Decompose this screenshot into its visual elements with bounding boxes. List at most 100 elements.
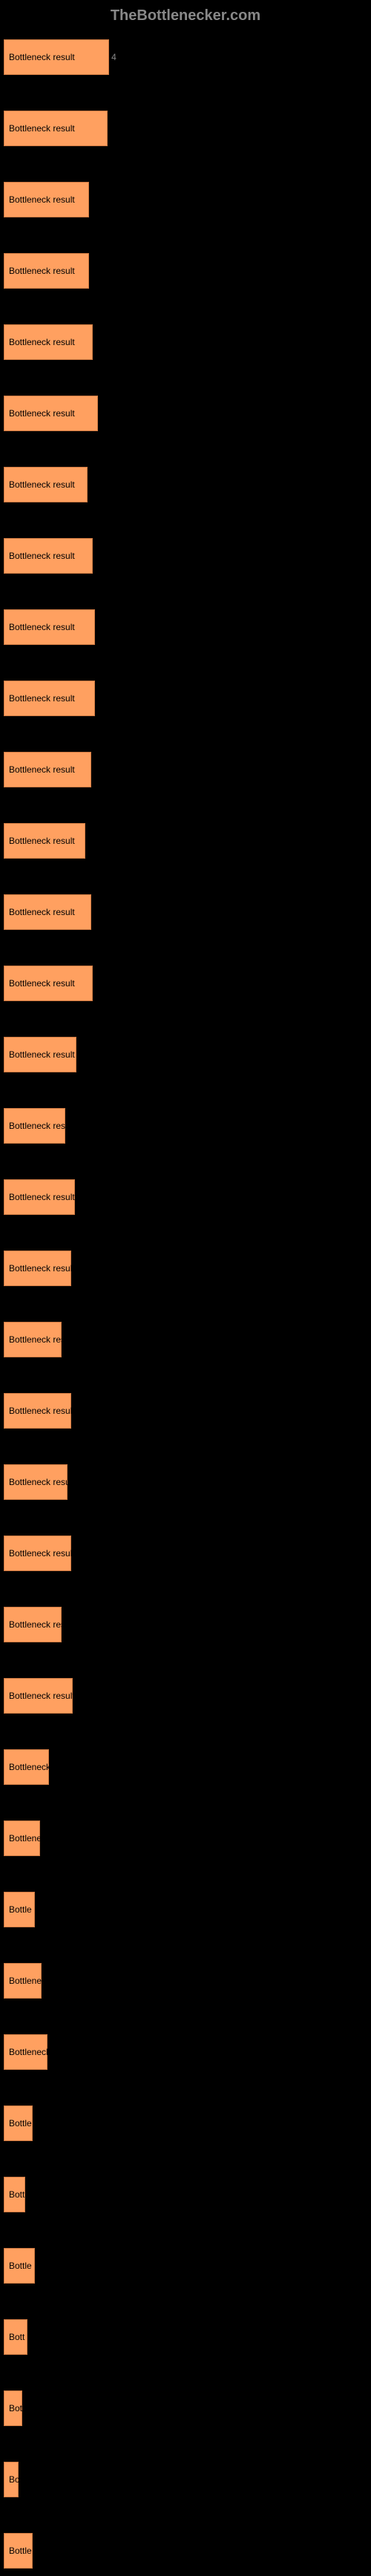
bar-row: Bottleneck result bbox=[4, 324, 367, 360]
bar: Bottle bbox=[4, 1892, 35, 1927]
bar-label: Bottleneck result bbox=[9, 52, 75, 62]
bar-row: Bottle bbox=[4, 2533, 367, 2569]
bar-label: Bott bbox=[9, 2189, 24, 2200]
bar: Bottleneck result bbox=[4, 894, 91, 930]
bar-row: Bottleneck result bbox=[4, 253, 367, 289]
bar-label: Bo bbox=[9, 2474, 20, 2485]
bar-row: Bott bbox=[4, 2177, 367, 2212]
bar-label: Bottleneck result bbox=[9, 764, 75, 775]
bar: Bottleneck result bbox=[4, 1251, 71, 1286]
bar-label: Bottleneck result bbox=[9, 1049, 75, 1060]
bar: Bott bbox=[4, 2177, 25, 2212]
bar: Bottleneck result bbox=[4, 1108, 65, 1144]
row-spacer bbox=[4, 507, 367, 534]
bar-label: Bott bbox=[9, 2332, 24, 2342]
bar-label: Bottleneck result bbox=[9, 1406, 75, 1416]
bar-row: Bo bbox=[4, 2462, 367, 2497]
bar-row: Bottle bbox=[4, 1892, 367, 1927]
bar: Bottlene bbox=[4, 1963, 42, 1999]
bar-label: Bottleneck result bbox=[9, 836, 75, 846]
bar: Bottle bbox=[4, 2248, 35, 2284]
bar-label: Bottleneck result bbox=[9, 1263, 75, 1274]
bar: Bottleneck result bbox=[4, 324, 93, 360]
bar-row: Bott bbox=[4, 2319, 367, 2355]
bar-row: Bottleneck result bbox=[4, 396, 367, 431]
bar: Bottleneck result bbox=[4, 111, 108, 146]
bar-label: Bottlene bbox=[9, 1833, 42, 1843]
bar-label: Bottleneck result bbox=[9, 194, 75, 205]
bar: Bottleneck result4 bbox=[4, 39, 109, 75]
bar: Bottleneck bbox=[4, 1749, 49, 1785]
bar: Bo bbox=[4, 2462, 19, 2497]
bar-row: Bottleneck result bbox=[4, 1536, 367, 1571]
bar-label: Bottleneck result bbox=[9, 266, 75, 276]
row-spacer bbox=[4, 1718, 367, 1745]
row-spacer bbox=[4, 1006, 367, 1032]
row-spacer bbox=[4, 2146, 367, 2172]
bar-label: Bottleneck result bbox=[9, 1192, 75, 1202]
bar-row: Bottleneck result bbox=[4, 1108, 367, 1144]
bar: Bottleneck result bbox=[4, 538, 93, 574]
bar: Bottleneck result bbox=[4, 1678, 73, 1714]
row-spacer bbox=[4, 2502, 367, 2529]
row-spacer bbox=[4, 1576, 367, 1602]
bar-row: Bottleneck res bbox=[4, 1607, 367, 1642]
bar-row: Bottle bbox=[4, 2248, 367, 2284]
bar-row: Bottlene bbox=[4, 1963, 367, 1999]
bar-row: Bottleneck bbox=[4, 2034, 367, 2070]
row-spacer bbox=[4, 222, 367, 249]
bar-label: Bottleneck result bbox=[9, 693, 75, 704]
bar-label: Bottleneck bbox=[9, 2047, 50, 2057]
bar-label: Bottle bbox=[9, 2118, 32, 2128]
row-spacer bbox=[4, 2074, 367, 2101]
row-spacer bbox=[4, 293, 367, 320]
bar-row: Bottleneck result bbox=[4, 1251, 367, 1286]
bar-label: Bottleneck result bbox=[9, 479, 75, 490]
bar-row: Bottleneck result bbox=[4, 752, 367, 787]
bar: Bottleneck result bbox=[4, 609, 95, 645]
bar: Bottleneck res bbox=[4, 1322, 62, 1357]
bar-row: Bottleneck result bbox=[4, 894, 367, 930]
bar-label: Bottleneck result bbox=[9, 408, 75, 419]
bar: Bottleneck resul bbox=[4, 1464, 68, 1500]
row-spacer bbox=[4, 436, 367, 462]
bar-label: Bottleneck result bbox=[9, 622, 75, 632]
row-spacer bbox=[4, 364, 367, 391]
bar-label: Bottle bbox=[9, 2261, 32, 2271]
bar-row: Bottleneck result bbox=[4, 609, 367, 645]
row-spacer bbox=[4, 2431, 367, 2457]
row-spacer bbox=[4, 2217, 367, 2244]
bar-row: Bottleneck result bbox=[4, 681, 367, 716]
bar-row: Bottleneck result bbox=[4, 182, 367, 217]
row-spacer bbox=[4, 1647, 367, 1674]
bar-row: Bottleneck result bbox=[4, 823, 367, 859]
bar-label: Bottleneck result bbox=[9, 978, 75, 989]
bar-label: Bottleneck result bbox=[9, 551, 75, 561]
row-spacer bbox=[4, 1362, 367, 1389]
row-spacer bbox=[4, 1861, 367, 1887]
bar-row: Bottleneck result bbox=[4, 111, 367, 146]
bar: Bottleneck result bbox=[4, 1037, 76, 1072]
row-spacer bbox=[4, 792, 367, 819]
bar-row: Bottleneck result bbox=[4, 1037, 367, 1072]
site-header: TheBottlenecker.com bbox=[4, 7, 367, 24]
bar: Bottleneck result bbox=[4, 681, 95, 716]
bar: Bottleneck bbox=[4, 2034, 47, 2070]
row-spacer bbox=[4, 1789, 367, 1816]
row-spacer bbox=[4, 151, 367, 177]
row-spacer bbox=[4, 863, 367, 890]
bar-label: Bottleneck result bbox=[9, 1691, 75, 1701]
bar: Bott bbox=[4, 2319, 27, 2355]
bar-label: Bottleneck result bbox=[9, 337, 75, 347]
bar: Bottleneck result bbox=[4, 966, 93, 1001]
bar-label: Bottleneck result bbox=[9, 1121, 75, 1131]
bar-label: Bottle bbox=[9, 2546, 32, 2556]
bar: Bottleneck result bbox=[4, 823, 85, 859]
bar: Bot bbox=[4, 2390, 22, 2426]
bar-row: Bottle bbox=[4, 2105, 367, 2141]
row-spacer bbox=[4, 649, 367, 676]
bar-chart: Bottleneck result4Bottleneck resultBottl… bbox=[4, 39, 367, 2569]
bar-row: Bottleneck result4 bbox=[4, 39, 367, 75]
row-spacer bbox=[4, 1291, 367, 1317]
bar: Bottleneck result bbox=[4, 752, 91, 787]
